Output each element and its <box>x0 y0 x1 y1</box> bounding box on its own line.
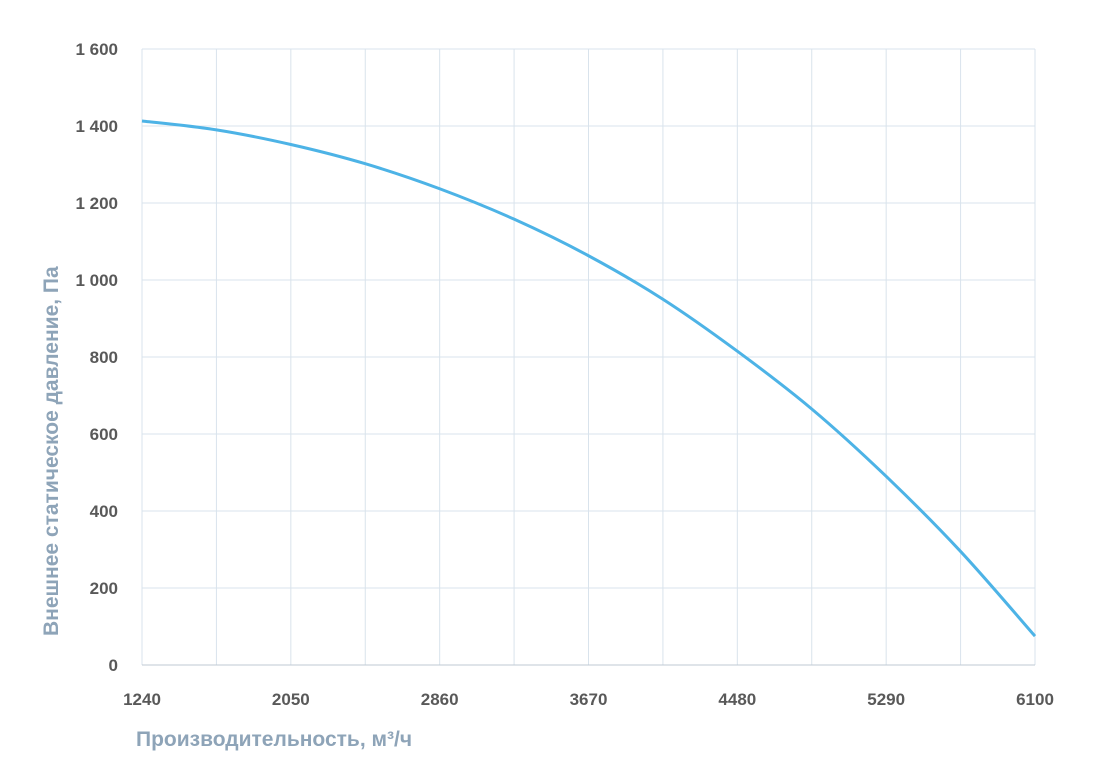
series-line <box>141 119 1037 638</box>
y-tick-label: 1 000 <box>75 271 118 290</box>
x-tick-label: 4480 <box>718 690 756 709</box>
y-tick-label: 200 <box>90 579 118 598</box>
y-axis-title: Внешнее статическое давление, Па <box>40 266 63 636</box>
y-tick-label: 800 <box>90 348 118 367</box>
x-tick-label: 1240 <box>123 690 161 709</box>
x-axis-title: Производительность, м³/ч <box>136 728 412 751</box>
grid <box>141 48 1036 665</box>
y-tick-label: 0 <box>109 656 118 675</box>
y-tick-label: 1 200 <box>75 194 118 213</box>
y-axis-ticks: 0 200 400 600 800 1 000 1 200 1 400 1 600 <box>75 40 118 675</box>
y-tick-label: 1 600 <box>75 40 118 59</box>
y-tick-label: 1 400 <box>75 117 118 136</box>
y-tick-label: 400 <box>90 502 118 521</box>
x-tick-label: 6100 <box>1016 690 1054 709</box>
x-axis-ticks: 1240 2050 2860 3670 4480 5290 6100 <box>123 690 1054 709</box>
y-tick-label: 600 <box>90 425 118 444</box>
x-tick-label: 3670 <box>570 690 608 709</box>
x-tick-label: 2050 <box>272 690 310 709</box>
x-tick-label: 5290 <box>867 690 905 709</box>
x-tick-label: 2860 <box>421 690 459 709</box>
series-group <box>141 119 1037 638</box>
